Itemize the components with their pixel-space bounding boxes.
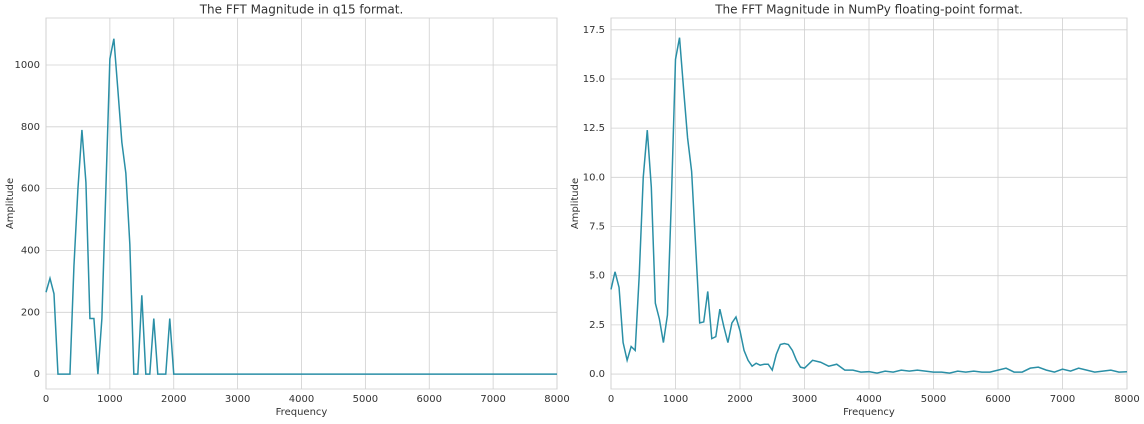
y-tick-label: 10.0 — [583, 172, 605, 183]
y-tick-label: 7.5 — [589, 222, 605, 233]
x-tick-label: 0 — [43, 394, 49, 405]
line — [610, 37, 1128, 374]
x-tick-label: 4000 — [289, 394, 314, 405]
y-tick-label: 800 — [21, 122, 40, 133]
x-tick-label: 0 — [608, 394, 614, 405]
x-tick-label: 8000 — [1114, 394, 1139, 405]
chart-title: The FFT Magnitude in NumPy floating-poin… — [714, 3, 1023, 17]
x-axis-label: Frequency — [843, 407, 895, 418]
x-tick-label: 6000 — [985, 394, 1010, 405]
y-tick-label: 400 — [21, 245, 40, 256]
line — [45, 38, 557, 375]
y-tick-label: 0 — [34, 369, 40, 380]
x-tick-label: 7000 — [1050, 394, 1075, 405]
x-tick-label: 5000 — [353, 394, 378, 405]
y-tick-label: 1000 — [15, 60, 40, 71]
x-tick-label: 3000 — [225, 394, 250, 405]
y-tick-label: 15.0 — [583, 74, 605, 85]
x-tick-label: 4000 — [856, 394, 881, 405]
y-tick-label: 12.5 — [583, 123, 605, 134]
x-tick-label: 6000 — [417, 394, 442, 405]
x-tick-label: 2000 — [727, 394, 752, 405]
y-tick-label: 2.5 — [589, 320, 605, 331]
y-tick-label: 17.5 — [583, 25, 605, 36]
y-tick-label: 200 — [21, 307, 40, 318]
y-axis-label: Amplitude — [5, 178, 16, 229]
x-tick-label: 1000 — [663, 394, 688, 405]
y-tick-label: 5.0 — [589, 271, 605, 282]
x-tick-label: 2000 — [161, 394, 186, 405]
x-tick-label: 7000 — [480, 394, 505, 405]
chart-title: The FFT Magnitude in q15 format. — [199, 3, 404, 17]
x-axis-label: Frequency — [276, 407, 328, 418]
y-tick-label: 600 — [21, 184, 40, 195]
y-tick-label: 0.0 — [589, 369, 605, 380]
x-tick-label: 5000 — [921, 394, 946, 405]
y-axis-label: Amplitude — [570, 178, 581, 229]
x-tick-label: 1000 — [97, 394, 122, 405]
x-tick-label: 8000 — [544, 394, 569, 405]
x-tick-label: 3000 — [792, 394, 817, 405]
